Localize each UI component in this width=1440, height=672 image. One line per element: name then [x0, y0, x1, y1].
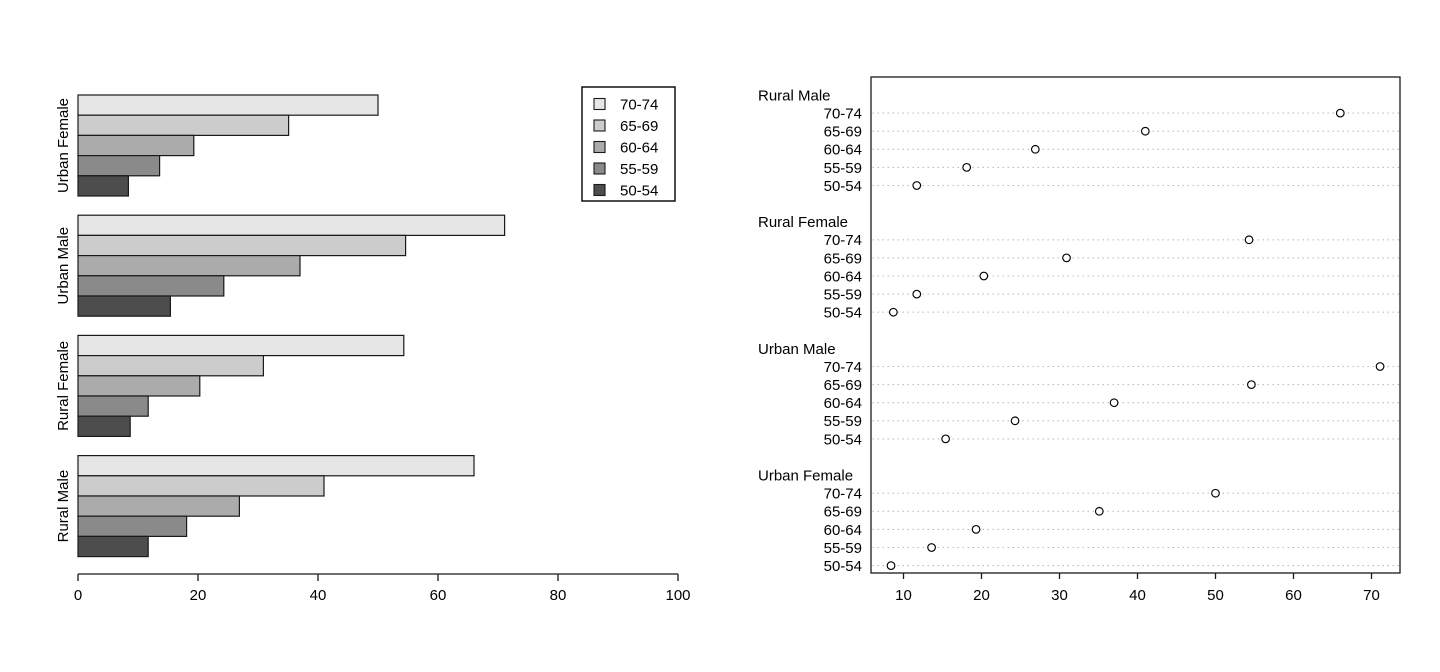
- legend-swatch-60-64: [593, 140, 606, 154]
- dot-rural-female-50-54: [888, 307, 898, 317]
- dot-rural-male-65-69: [1140, 126, 1150, 136]
- bar-rural-male-65-69: [77, 475, 325, 497]
- dot-category-label: 70-74: [824, 486, 862, 503]
- legend-label-60-64: 60-64: [620, 139, 658, 156]
- bar-rural-female-70-74: [77, 334, 405, 357]
- legend-swatch-55-59: [593, 162, 606, 175]
- dot-rural-female-55-59: [912, 289, 922, 299]
- bar-urban-female-60-64: [77, 134, 195, 157]
- legend-swatch-50-54: [593, 183, 606, 197]
- bar-x-tick-label: 80: [550, 587, 567, 604]
- legend-box: [581, 86, 676, 202]
- dot-category-label: 60-64: [824, 395, 862, 412]
- dot-rural-male-70-74: [1335, 108, 1345, 118]
- bar-rural-male-70-74: [77, 455, 475, 477]
- dot-category-label: 55-59: [824, 413, 862, 430]
- dot-rural-male-60-64: [1030, 144, 1040, 154]
- dot-rural-male-50-54: [912, 181, 922, 190]
- bar-group-label-urban-male: Urban Male: [55, 227, 72, 305]
- dot-category-label: 65-69: [824, 124, 862, 141]
- bar-urban-male-55-59: [77, 275, 225, 297]
- dot-category-label: 50-54: [824, 558, 862, 575]
- dot-category-label: 55-59: [824, 540, 862, 557]
- bar-urban-male-70-74: [77, 214, 506, 236]
- bar-x-tick-label: 100: [665, 587, 690, 604]
- legend-swatch-65-69: [593, 119, 606, 132]
- bar-group-label-rural-male: Rural Male: [55, 470, 72, 543]
- dot-group-label-urban-male: Urban Male: [758, 341, 836, 358]
- dot-category-label: 65-69: [824, 377, 862, 394]
- bar-urban-male-65-69: [77, 234, 407, 257]
- bar-rural-female-55-59: [77, 395, 149, 417]
- dot-urban-male-65-69: [1247, 380, 1256, 389]
- dot-rural-female-70-74: [1244, 235, 1254, 245]
- dot-urban-male-60-64: [1109, 398, 1119, 408]
- dot-category-label: 70-74: [824, 359, 862, 376]
- bar-rural-male-55-59: [77, 515, 188, 538]
- dot-category-label: 70-74: [824, 106, 862, 123]
- dot-urban-female-55-59: [927, 543, 936, 552]
- bar-group-label-urban-female: Urban Female: [55, 98, 72, 193]
- dot-category-label: 55-59: [824, 287, 862, 304]
- dot-category-label: 65-69: [824, 504, 862, 521]
- bar-x-tick-label: 20: [190, 587, 207, 604]
- legend-label-70-74: 70-74: [620, 96, 658, 113]
- bar-rural-male-50-54: [77, 535, 149, 558]
- dot-urban-male-50-54: [941, 434, 950, 444]
- dot-category-label: 60-64: [824, 142, 862, 159]
- dot-category-label: 60-64: [824, 268, 862, 285]
- bar-urban-female-65-69: [77, 114, 290, 136]
- legend-label-55-59: 55-59: [620, 161, 658, 178]
- bar-x-tick-label: 0: [74, 587, 82, 604]
- bar-x-tick-label: 40: [310, 587, 327, 604]
- bar-rural-female-50-54: [77, 415, 131, 438]
- legend-swatch-70-74: [593, 97, 606, 111]
- dot-urban-female-50-54: [886, 561, 896, 570]
- legend-label-50-54: 50-54: [620, 182, 658, 199]
- dot-group-label-rural-male: Rural Male: [758, 87, 831, 104]
- dot-category-label: 50-54: [824, 178, 862, 195]
- dot-urban-female-70-74: [1211, 488, 1220, 498]
- dot-category-label: 50-54: [824, 431, 862, 448]
- bar-urban-female-55-59: [77, 155, 161, 177]
- bar-rural-female-65-69: [77, 355, 264, 377]
- dot-x-tick-label: 30: [1051, 587, 1068, 604]
- legend: 70-74 65-69 60-64 55-59 50-54: [581, 86, 676, 202]
- dot-category-label: 60-64: [824, 522, 862, 539]
- dot-x-tick-label: 50: [1207, 587, 1224, 604]
- bar-urban-male-50-54: [77, 295, 172, 317]
- bar-group-label-rural-female: Rural Female: [55, 341, 72, 431]
- dot-rural-male-55-59: [962, 163, 972, 172]
- dot-urban-female-60-64: [971, 525, 981, 534]
- dot-x-tick-label: 20: [973, 587, 990, 604]
- dot-urban-male-55-59: [1010, 416, 1020, 426]
- bar-urban-male-60-64: [77, 255, 301, 277]
- bar-rural-female-60-64: [77, 375, 201, 397]
- legend-label-65-69: 65-69: [620, 118, 658, 135]
- dot-category-label: 70-74: [824, 232, 862, 249]
- dot-x-tick-label: 40: [1129, 587, 1146, 604]
- bar-urban-female-50-54: [77, 175, 130, 197]
- dot-urban-male-70-74: [1375, 362, 1385, 371]
- dot-x-tick-label: 60: [1285, 587, 1302, 604]
- grouped-bar-chart: 0 20 40 60 80 100 Urban Female Urban Male Rural …: [55, 86, 691, 604]
- dot-rural-female-65-69: [1062, 253, 1071, 263]
- dot-category-label: 55-59: [824, 160, 862, 177]
- dot-category-label: 50-54: [824, 305, 862, 322]
- bar-x-tick-label: 60: [430, 587, 447, 604]
- bar-rural-male-60-64: [77, 495, 240, 517]
- dot-category-label: 65-69: [824, 250, 862, 267]
- dot-urban-female-65-69: [1094, 506, 1104, 516]
- dot-rural-female-60-64: [979, 271, 989, 281]
- dot-x-tick-label: 10: [895, 587, 912, 604]
- dot-x-tick-label: 70: [1363, 587, 1380, 604]
- dot-plot-box: [870, 76, 1401, 574]
- bar-urban-female-70-74: [77, 94, 379, 116]
- dot-group-label-rural-female: Rural Female: [758, 214, 848, 231]
- dot-group-label-urban-female: Urban Female: [758, 468, 853, 485]
